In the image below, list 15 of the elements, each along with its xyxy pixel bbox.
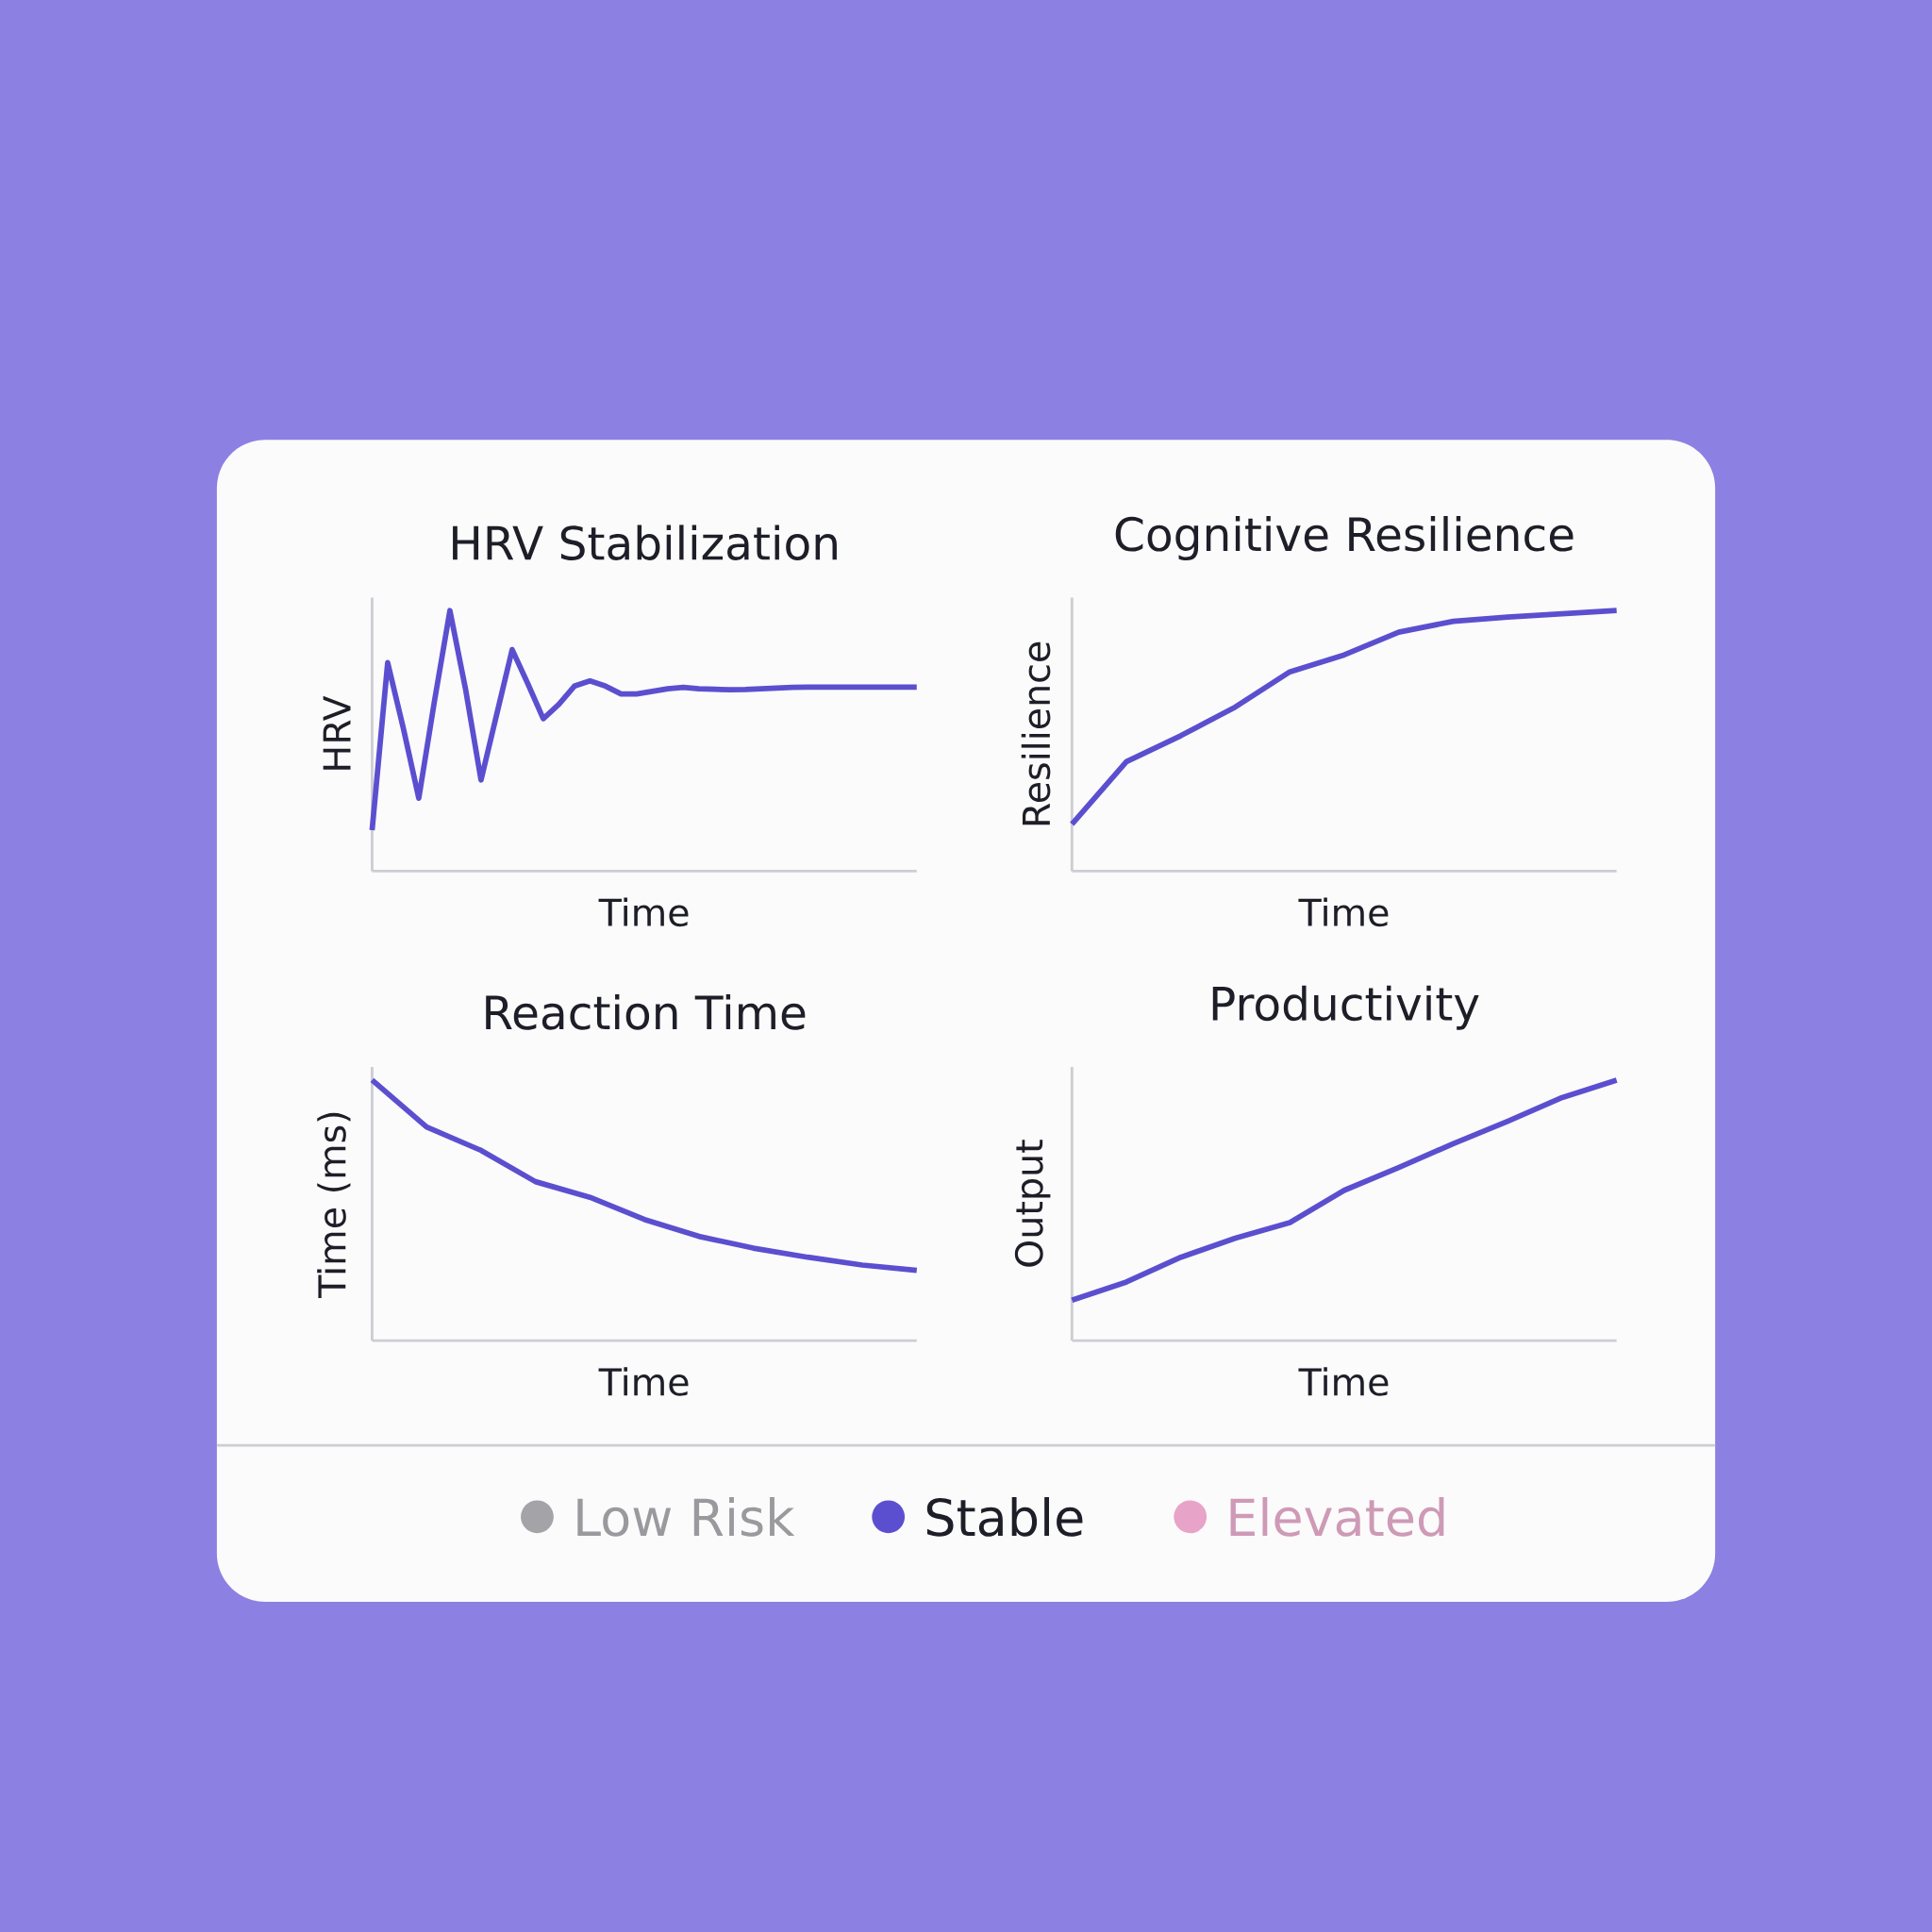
chart-title: Reaction Time: [486, 994, 806, 1030]
chart-title: Cognitive Resilience: [1115, 515, 1574, 560]
chart-title: HRV Stabilization: [453, 525, 837, 560]
y-axis-title: Resilience: [1021, 641, 1051, 825]
y-axis-title: HRV: [323, 695, 351, 770]
y-axis-title: Output: [1014, 1140, 1051, 1267]
x-axis-title: Time: [1298, 897, 1389, 927]
category-label: Elevated: [1230, 1497, 1444, 1537]
x-axis-title: Time: [598, 1367, 689, 1396]
y-axis-title: Time (ms): [317, 1112, 351, 1298]
category-label: Stable: [926, 1497, 1083, 1537]
chart-title: Productivity: [1212, 985, 1479, 1030]
x-axis-title: Time: [598, 897, 689, 927]
x-axis-title: Time: [1298, 1367, 1389, 1396]
category-label: Low Risk: [577, 1497, 795, 1537]
